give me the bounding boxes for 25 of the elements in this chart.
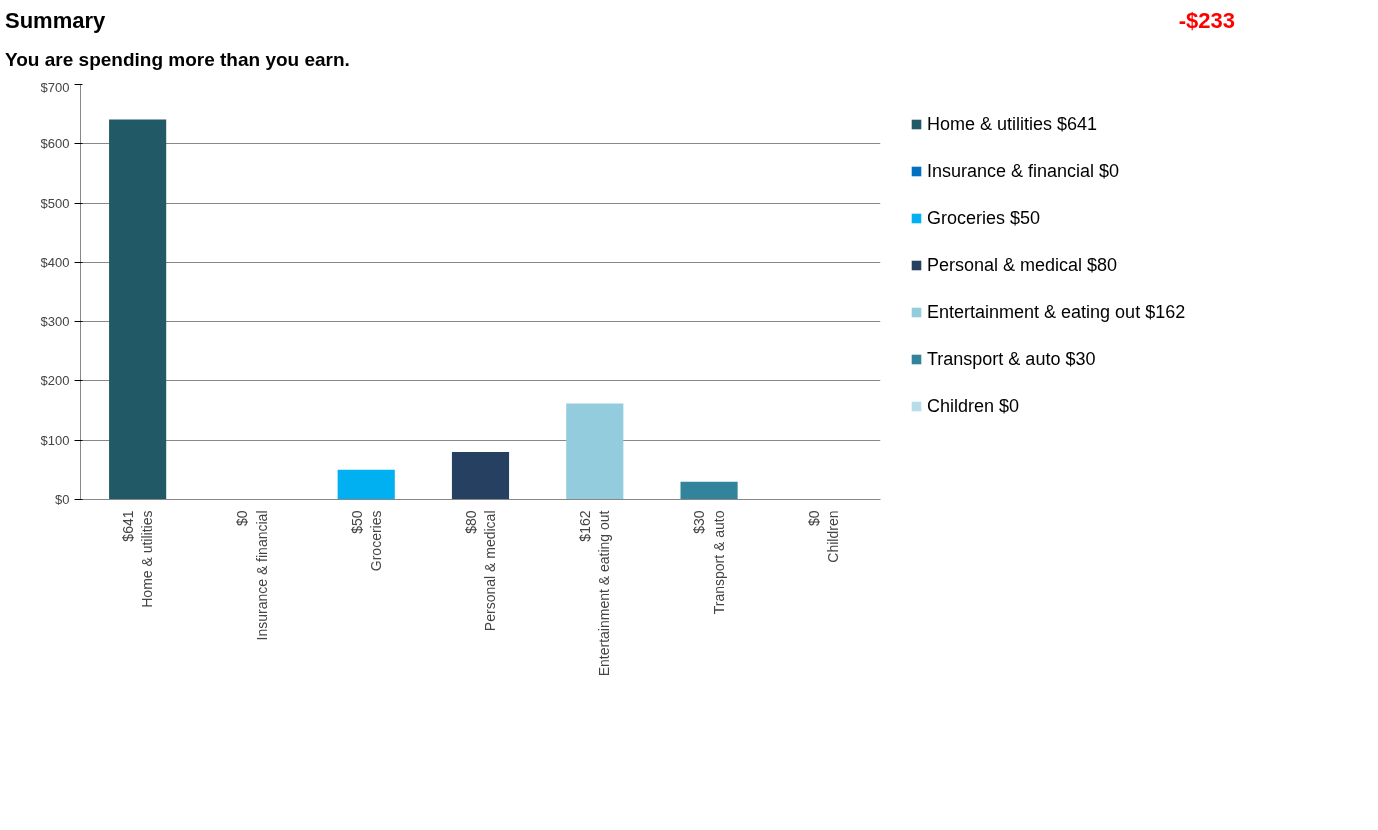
text: -$233: [1178, 7, 1235, 35]
x-tick-label: $162 Entertainment & eating out: [577, 509, 613, 676]
y-tick-label: $500: [40, 195, 70, 211]
x-tick-label: $0 Children: [805, 509, 841, 563]
x-tick-label: $50 Groceries: [348, 509, 384, 571]
legend-label: Transport & auto $30: [927, 348, 1096, 370]
x-tick-label: $30 Transport & auto: [691, 509, 727, 614]
y-tick-label: $200: [40, 372, 70, 388]
y-tick-label: $700: [40, 79, 70, 95]
legend-label: Entertainment & eating out $162: [927, 301, 1186, 323]
legend-label: Home & utilities $641: [927, 113, 1098, 135]
y-tick-label: $0: [55, 491, 70, 507]
chart-subtitle: You are spending more than you earn.: [5, 48, 350, 73]
legend-label: Children $0: [927, 395, 1020, 417]
x-tick-label: $641 Home & utilities: [120, 509, 156, 608]
x-tick-label: $0 Insurance & financial: [234, 509, 270, 641]
y-tick-label: $600: [40, 135, 70, 151]
y-tick-label: $100: [40, 432, 70, 448]
y-tick-label: $400: [40, 254, 70, 270]
y-tick-label: $300: [40, 313, 70, 329]
legend-label: Personal & medical $80: [927, 254, 1118, 276]
legend-label: Insurance & financial $0: [927, 160, 1120, 182]
legend-label: Groceries $50: [927, 207, 1041, 229]
x-tick-label: $80 Personal & medical: [462, 509, 499, 631]
chart-title: Summary: [5, 7, 106, 35]
